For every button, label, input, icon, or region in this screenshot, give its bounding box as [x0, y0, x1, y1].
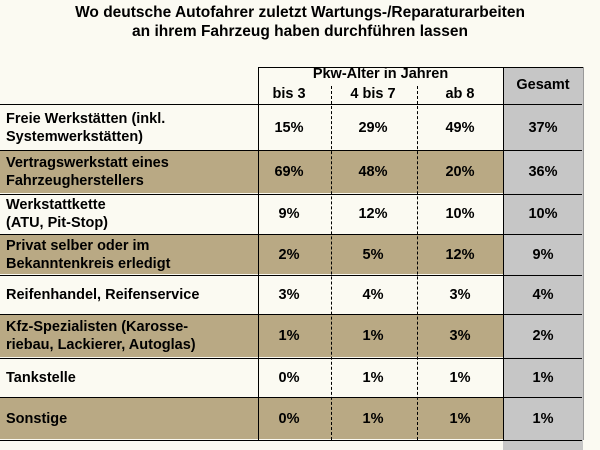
value-cell: 0% — [278, 369, 300, 386]
column-dashed-divider — [331, 86, 332, 440]
table-divider-line — [0, 440, 582, 441]
total-cell: 36% — [528, 164, 558, 180]
table-divider-line — [0, 150, 582, 151]
value-cell: 9% — [278, 206, 300, 222]
total-column-header: Gesamt — [516, 77, 570, 93]
row-label: Fahrzeugherstellers — [6, 173, 144, 189]
value-cell: 0% — [278, 410, 300, 427]
value-cell: 1% — [449, 410, 471, 427]
row-label: (ATU, Pit-Stop) — [6, 215, 109, 231]
row-label: riebau, Lackierer, Autoglas) — [6, 337, 196, 353]
table-divider-line — [0, 234, 582, 235]
value-cell: 2% — [278, 246, 300, 263]
total-cell: 9% — [532, 246, 554, 263]
total-cell: 1% — [532, 410, 554, 427]
column-dashed-divider — [417, 86, 418, 440]
value-cell: 3% — [449, 328, 471, 344]
value-cell: 48% — [358, 164, 388, 180]
value-cell: 29% — [358, 119, 388, 136]
value-cell: 3% — [278, 286, 300, 303]
value-cell: 5% — [362, 246, 384, 263]
table-divider-line — [0, 275, 582, 276]
total-cell: 2% — [532, 328, 554, 344]
table-divider-line — [258, 67, 583, 68]
value-cell: 15% — [274, 119, 304, 136]
row-band — [0, 235, 503, 274]
value-cell: 3% — [449, 286, 471, 303]
table-divider-line — [258, 67, 259, 440]
row-label: Werkstattkette — [6, 197, 106, 213]
column-group-header: Pkw-Alter in Jahren — [312, 66, 449, 82]
value-cell: 1% — [362, 328, 384, 344]
value-cell: 1% — [362, 410, 384, 427]
row-label: Vertragswerkstatt eines — [6, 155, 169, 171]
total-cell: 1% — [532, 369, 554, 386]
total-cell: 37% — [528, 119, 558, 136]
row-label: Reifenhandel, Reifenservice — [6, 286, 200, 303]
total-cell: 10% — [528, 206, 558, 222]
table-divider-line — [503, 67, 504, 440]
row-label: Sonstige — [6, 410, 68, 427]
table-divider-line — [0, 397, 582, 398]
row-label: Systemwerkstätten) — [6, 128, 143, 145]
value-cell: 69% — [274, 164, 304, 180]
value-cell: 12% — [358, 206, 388, 222]
value-cell: 12% — [445, 246, 475, 263]
table-divider-line — [0, 104, 582, 105]
chart-title-line-1: Wo deutsche Autofahrer zuletzt Wartungs-… — [75, 4, 525, 21]
table-divider-line — [0, 358, 582, 359]
value-cell: 20% — [445, 164, 475, 180]
value-cell: 1% — [278, 328, 300, 344]
row-label: Privat selber oder im — [6, 237, 150, 254]
value-cell: 1% — [362, 369, 384, 386]
row-band — [0, 151, 503, 193]
column-header: ab 8 — [445, 86, 475, 102]
row-band — [0, 398, 503, 439]
table-divider-line — [583, 67, 584, 440]
value-cell: 49% — [445, 119, 475, 136]
row-label: Kfz-Spezialisten (Karosse- — [6, 319, 189, 335]
row-label: Bekanntenkreis erledigt — [6, 255, 171, 272]
chart-title: Wo deutsche Autofahrer zuletzt Wartungs-… — [0, 3, 600, 41]
column-header: bis 3 — [272, 86, 306, 102]
value-cell: 1% — [449, 369, 471, 386]
row-label: Freie Werkstätten (inkl. — [6, 110, 166, 127]
row-band — [0, 315, 503, 357]
table-divider-line — [0, 194, 582, 195]
value-cell: 10% — [445, 206, 475, 222]
total-cell: 4% — [532, 286, 554, 303]
table-divider-line — [0, 314, 582, 315]
gesamt-column-background — [503, 67, 583, 450]
chart-title-line-2: an ihrem Fahrzeug haben durchführen lass… — [132, 23, 468, 40]
column-header: 4 bis 7 — [350, 86, 396, 102]
row-label: Tankstelle — [6, 369, 76, 386]
value-cell: 4% — [362, 286, 384, 303]
